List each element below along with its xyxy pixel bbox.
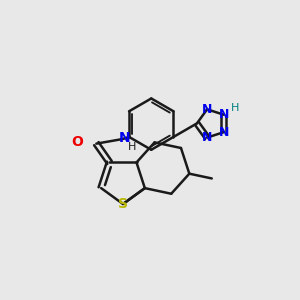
Text: H: H — [128, 142, 137, 152]
Text: N: N — [218, 108, 229, 121]
Text: H: H — [231, 103, 239, 113]
Text: N: N — [118, 131, 130, 146]
Text: N: N — [202, 131, 212, 144]
Text: N: N — [218, 126, 229, 139]
Text: O: O — [72, 135, 83, 149]
Text: S: S — [118, 197, 128, 211]
Text: N: N — [202, 103, 212, 116]
